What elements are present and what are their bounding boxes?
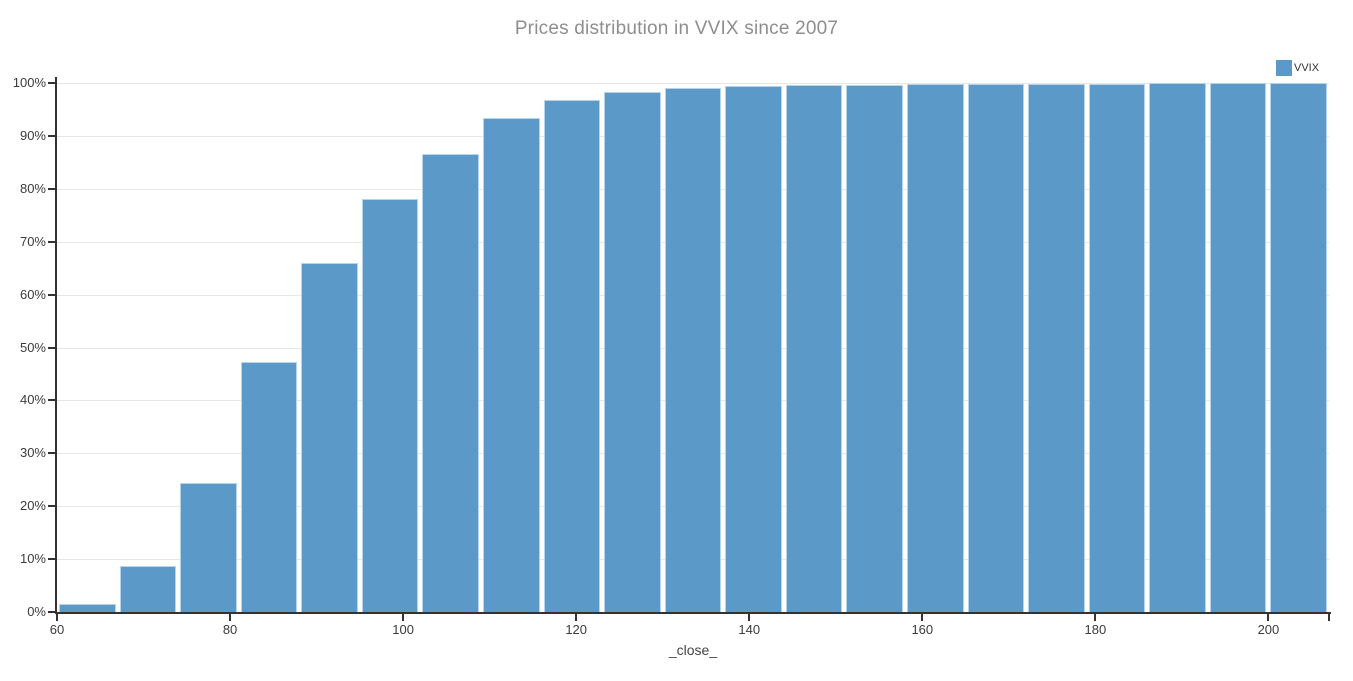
plot-area	[57, 77, 1329, 612]
bar-bin-95-102	[361, 199, 419, 612]
x-tick-60	[56, 614, 58, 621]
y-tick-90	[48, 134, 55, 137]
y-tick-label-10: 10%	[19, 551, 46, 567]
y-tick-label-70: 70%	[19, 233, 46, 249]
y-tick-label-40: 40%	[19, 392, 46, 408]
x-tick-80	[229, 614, 232, 621]
bar-bin-151-158	[846, 84, 903, 612]
legend-label: VVIX	[1294, 61, 1320, 74]
y-axis-line	[55, 77, 57, 614]
x-tick-100	[402, 614, 405, 621]
y-tick-60	[48, 293, 55, 296]
bar-bin-130-137	[664, 88, 722, 612]
x-tick-160	[921, 614, 924, 621]
bar-bin-109-116	[483, 118, 540, 612]
x-tick-200	[1267, 614, 1270, 621]
x-axis-title: _close_	[668, 642, 718, 658]
bar-bin-102-109	[422, 154, 479, 612]
y-tick-label-100: 100%	[12, 75, 46, 90]
y-tick-label-30: 30%	[19, 445, 46, 461]
x-tick-label-140: 140	[738, 622, 761, 637]
bar-bin-179-186	[1088, 83, 1146, 612]
x-tick-120	[575, 614, 578, 621]
chart-title: Prices distribution in VVIX since 2007	[514, 18, 839, 39]
bar-bin-165-172	[967, 84, 1025, 612]
bar-bin-137-144	[725, 86, 782, 612]
bar-bin-67-74	[119, 565, 177, 612]
y-tick-20	[48, 505, 55, 508]
legend[interactable]: VVIX	[1276, 59, 1319, 76]
x-tick-label-160: 160	[911, 622, 934, 637]
y-tick-30	[48, 452, 55, 455]
x-tick-180	[1094, 614, 1097, 621]
bar-bin-88-95	[301, 263, 358, 612]
bar-bin-116-123	[543, 99, 601, 612]
x-tick-label-80: 80	[222, 622, 238, 637]
y-tick-label-80: 80%	[19, 180, 46, 196]
bar-bin-123-130	[604, 91, 661, 612]
bar-bin-186-193	[1149, 83, 1206, 612]
y-tick-70	[48, 240, 55, 243]
bar-bin-144-151	[785, 85, 843, 612]
x-tick-label-100: 100	[392, 622, 414, 637]
x-tick-label-120: 120	[565, 622, 588, 637]
y-tick-label-60: 60%	[19, 286, 46, 302]
y-tick-80	[48, 187, 55, 190]
legend-swatch-icon	[1276, 59, 1292, 76]
bar-bin-200-207	[1270, 83, 1327, 612]
x-tick-label-200: 200	[1257, 622, 1280, 637]
bar-bin-74-81	[180, 482, 237, 612]
y-tick-label-50: 50%	[19, 339, 46, 355]
x-axis-line	[55, 612, 1331, 614]
x-tick-end-207	[1328, 614, 1330, 621]
y-tick-10	[48, 558, 55, 561]
bar-bin-172-179	[1028, 83, 1085, 612]
y-tick-label-20: 20%	[19, 498, 46, 514]
x-tick-140	[748, 614, 751, 621]
gridline-y-100	[57, 83, 1329, 84]
x-tick-label-60: 60	[49, 622, 65, 637]
y-tick-label-0: 0%	[27, 604, 46, 619]
x-tick-label-180: 180	[1084, 622, 1107, 637]
y-tick-100	[48, 82, 55, 84]
bar-bin-193-200	[1209, 83, 1267, 612]
y-tick-0	[48, 611, 55, 613]
y-tick-50	[48, 346, 55, 349]
bar-bin-81-88	[240, 361, 298, 612]
y-tick-label-90: 90%	[19, 127, 46, 143]
bar-bin-158-165	[907, 84, 964, 612]
bar-bin-60-67	[59, 604, 116, 612]
y-tick-40	[48, 399, 55, 402]
